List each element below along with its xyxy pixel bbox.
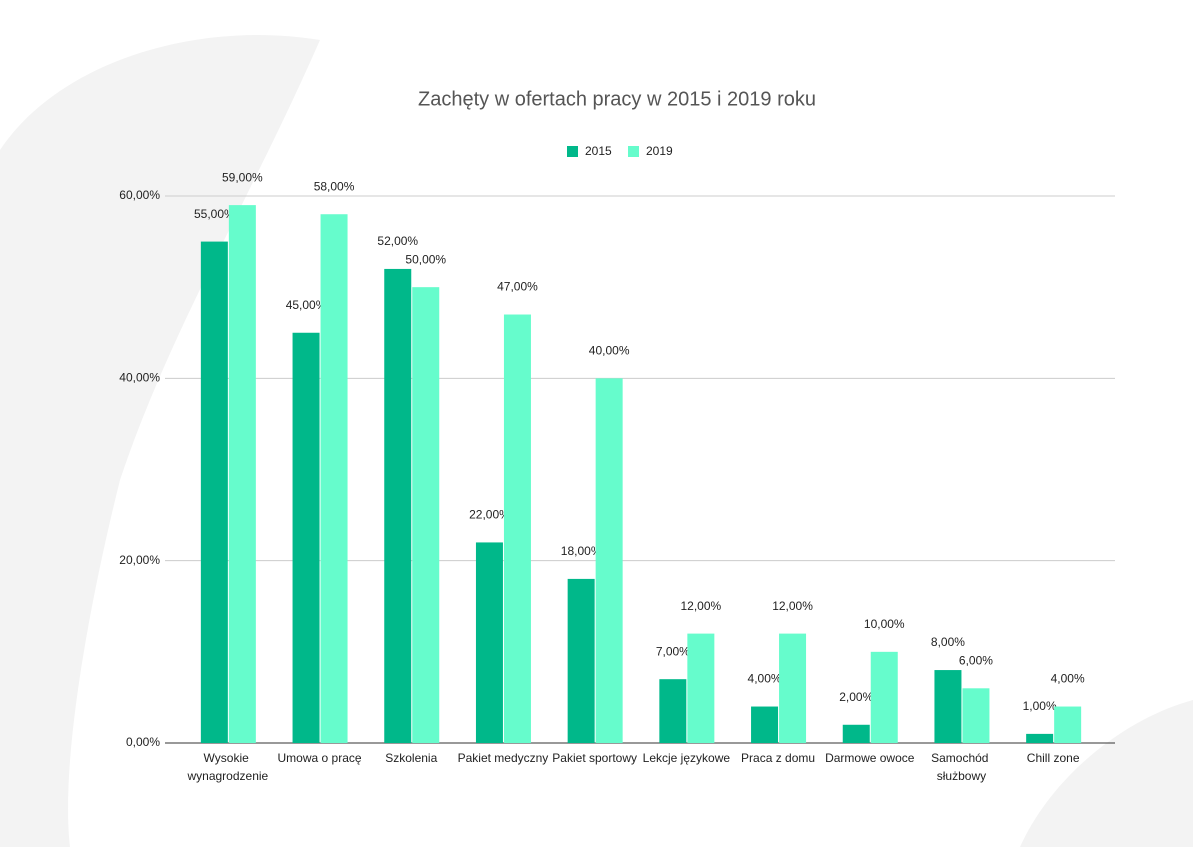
- bar: [200, 241, 228, 744]
- value-label: 52,00%: [377, 234, 418, 248]
- value-label: 2,00%: [839, 690, 873, 704]
- x-tick-label: Praca z domu: [741, 751, 815, 765]
- bar: [779, 633, 807, 743]
- x-tick-label: Wysokie wynagrodzenie: [186, 751, 268, 783]
- value-label: 22,00%: [469, 508, 510, 522]
- legend-label: 2019: [646, 144, 673, 158]
- value-label: 12,00%: [772, 599, 813, 613]
- value-label: 40,00%: [589, 344, 630, 358]
- value-label: 4,00%: [748, 672, 782, 686]
- legend-swatch: [567, 146, 578, 157]
- value-label: 18,00%: [561, 544, 602, 558]
- value-label: 47,00%: [497, 280, 538, 294]
- x-tick-label: Samochód służbowy: [931, 751, 992, 783]
- y-tick-label: 20,00%: [119, 553, 160, 567]
- bar: [934, 670, 962, 743]
- value-label: 50,00%: [405, 252, 446, 266]
- bar: [751, 706, 779, 743]
- bar: [1026, 733, 1054, 743]
- bar: [870, 651, 898, 743]
- value-label: 4,00%: [1051, 672, 1085, 686]
- value-label: 55,00%: [194, 207, 235, 221]
- bar: [292, 332, 320, 743]
- chart-title: Zachęty w ofertach pracy w 2015 i 2019 r…: [418, 88, 816, 110]
- x-tick-label: Pakiet medyczny: [458, 751, 549, 765]
- legend-swatch: [628, 146, 639, 157]
- bar: [412, 287, 440, 743]
- bar: [842, 724, 870, 743]
- bar: [687, 633, 715, 743]
- y-tick-label: 40,00%: [119, 371, 160, 385]
- value-label: 12,00%: [680, 599, 721, 613]
- value-label: 10,00%: [864, 617, 905, 631]
- value-label: 45,00%: [286, 298, 327, 312]
- bar: [503, 314, 531, 743]
- bar: [475, 542, 503, 743]
- y-tick-label: 60,00%: [119, 188, 160, 202]
- value-label: 59,00%: [222, 170, 263, 184]
- x-tick-label: Umowa o pracę: [278, 751, 362, 765]
- y-tick-label: 0,00%: [126, 735, 160, 749]
- x-tick-label: Szkolenia: [385, 751, 437, 765]
- background-shape: [0, 35, 320, 847]
- bar: [567, 578, 595, 743]
- bar: [1054, 706, 1082, 743]
- bar: [659, 679, 687, 743]
- value-label: 1,00%: [1023, 699, 1057, 713]
- value-label: 7,00%: [656, 644, 690, 658]
- value-label: 6,00%: [959, 653, 993, 667]
- value-label: 8,00%: [931, 635, 965, 649]
- bar: [595, 378, 623, 743]
- bar: [962, 688, 990, 743]
- legend-label: 2015: [585, 144, 612, 158]
- bar: [384, 268, 412, 743]
- x-tick-label: Darmowe owoce: [825, 751, 915, 765]
- value-label: 58,00%: [314, 179, 355, 193]
- background-shape: [1020, 700, 1193, 847]
- bar: [320, 214, 348, 743]
- x-tick-label: Pakiet sportowy: [552, 751, 637, 765]
- x-tick-label: Lekcje językowe: [643, 751, 731, 765]
- bar: [228, 205, 256, 743]
- x-tick-label: Chill zone: [1027, 751, 1080, 765]
